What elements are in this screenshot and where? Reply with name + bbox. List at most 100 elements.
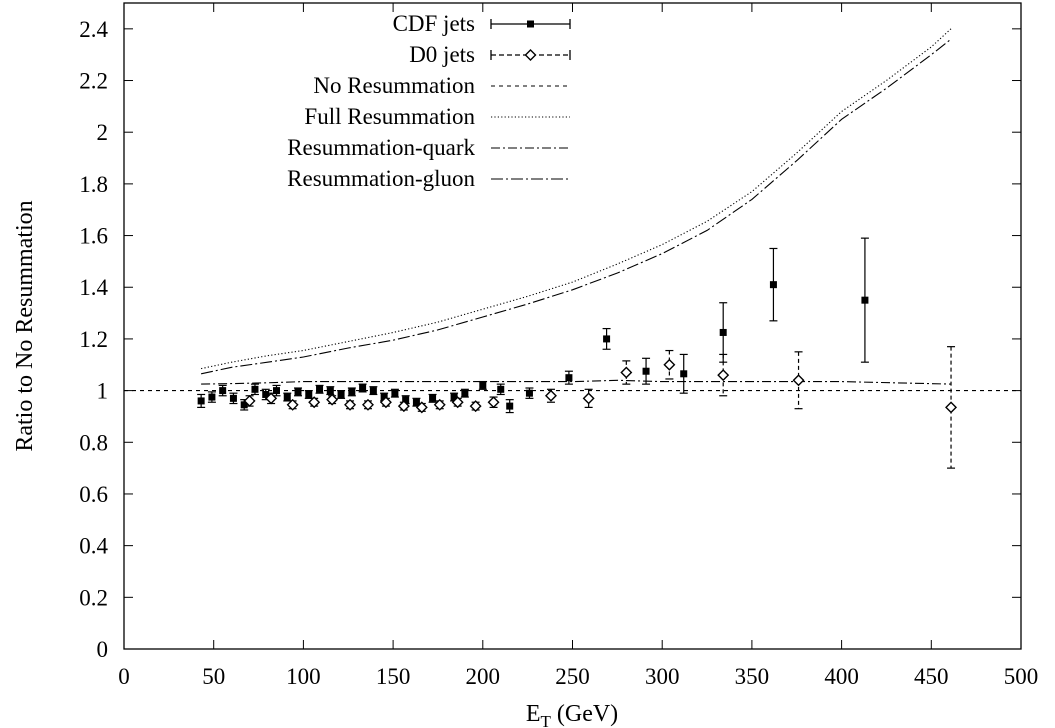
cdf-marker xyxy=(461,389,469,397)
x-tick-label: 200 xyxy=(466,664,501,689)
cdf-marker xyxy=(565,374,573,382)
d0-marker xyxy=(361,398,374,411)
y-tick-label: 1.4 xyxy=(79,275,108,300)
x-axis-label: ET (GeV) xyxy=(526,701,618,728)
cdf-marker xyxy=(402,396,410,404)
y-tick-label: 2.4 xyxy=(79,17,108,42)
legend-label: Resummation-quark xyxy=(287,135,475,160)
cdf-marker xyxy=(497,385,505,393)
plot-frame xyxy=(123,2,1022,650)
y-tick-label: 1.8 xyxy=(79,172,108,197)
d0-marker xyxy=(308,396,321,409)
series-line-3 xyxy=(200,28,952,370)
legend-label: D0 jets xyxy=(409,42,475,67)
cdf-marker xyxy=(450,393,458,401)
d0-marker xyxy=(469,400,482,413)
cdf-marker xyxy=(348,388,356,396)
x-axis-label-main: E xyxy=(526,701,541,727)
legend: CDF jets D0 jets No Resummation Full Resumm… xyxy=(287,11,571,191)
x-tick-label: 450 xyxy=(914,664,949,689)
cdf-marker xyxy=(369,387,377,395)
cdf-marker xyxy=(719,328,727,336)
cdf-marker xyxy=(525,389,533,397)
cdf-marker xyxy=(272,387,280,395)
y-tick-label: 0.8 xyxy=(79,430,108,455)
y-tick-label: 1 xyxy=(97,379,109,404)
cdf-marker xyxy=(326,387,334,395)
d0-marker xyxy=(717,369,730,382)
y-tick-label: 2.2 xyxy=(79,69,108,94)
x-tick-label: 300 xyxy=(645,664,680,689)
x-tick-label: 100 xyxy=(286,664,321,689)
cdf-marker xyxy=(229,394,237,402)
d0-marker xyxy=(433,398,446,411)
y-tick-label: 0.6 xyxy=(79,482,108,507)
series-line-4 xyxy=(201,379,952,385)
cdf-marker xyxy=(251,385,259,393)
d0-marker xyxy=(663,358,676,371)
cdf-marker xyxy=(262,390,270,398)
d0-marker xyxy=(286,398,299,411)
y-tick-label: 0 xyxy=(97,637,109,662)
cdf-marker xyxy=(603,335,611,343)
cdf-marker xyxy=(197,397,205,405)
x-axis-label-unit: (GeV) xyxy=(551,701,618,727)
d0-marker xyxy=(326,393,339,406)
cdf-marker xyxy=(208,393,216,401)
cdf-marker xyxy=(316,385,324,393)
cdf-marker xyxy=(305,390,313,398)
cdf-marker xyxy=(380,393,388,401)
series-points xyxy=(197,237,958,469)
cdf-marker xyxy=(527,20,534,28)
cdf-marker xyxy=(240,401,248,409)
x-tick-label: 0 xyxy=(118,664,130,689)
d0-marker xyxy=(620,366,633,379)
legend-label: No Resummation xyxy=(313,73,475,98)
d0-marker xyxy=(243,394,256,407)
x-tick-label: 400 xyxy=(824,664,859,689)
y-tick-label: 1.6 xyxy=(79,224,108,249)
x-tick-label: 350 xyxy=(735,664,770,689)
d0-marker xyxy=(582,392,595,405)
y-tick-label: 0.2 xyxy=(79,585,108,610)
d0-marker xyxy=(451,396,464,409)
cdf-marker xyxy=(294,388,302,396)
y-axis-label: Ratio to No Resummation xyxy=(12,200,38,451)
d0-marker xyxy=(344,398,357,411)
cdf-marker xyxy=(391,389,399,397)
d0-marker xyxy=(544,389,557,402)
series-lines xyxy=(124,28,1021,392)
series-line-5 xyxy=(200,38,952,375)
cdf-marker xyxy=(337,390,345,398)
cdf-marker xyxy=(412,398,420,406)
cdf-marker xyxy=(359,384,367,392)
cdf-marker xyxy=(506,402,514,410)
x-tick-label: 250 xyxy=(555,664,590,689)
cdf-marker xyxy=(479,381,487,389)
d0-marker xyxy=(397,400,410,413)
cdf-marker xyxy=(861,296,869,304)
cdf-marker xyxy=(642,367,650,375)
d0-marker xyxy=(792,374,805,387)
legend-label: Resummation-gluon xyxy=(287,166,475,191)
d0-marker xyxy=(487,396,500,409)
axis-ticks: 0 50 100 150 200 250 300 350 400 450 500 0 0.2 0.4 0.6… xyxy=(79,3,1038,689)
d0-marker xyxy=(415,401,428,414)
y-tick-label: 2 xyxy=(97,120,109,145)
cdf-marker xyxy=(219,387,227,395)
x-tick-label: 500 xyxy=(1004,664,1039,689)
legend-label: Full Resummation xyxy=(304,104,475,129)
cdf-marker xyxy=(769,281,777,289)
y-tick-label: 1.2 xyxy=(79,327,108,352)
d0-marker xyxy=(265,392,278,405)
cdf-marker xyxy=(680,370,688,378)
cdf-marker xyxy=(429,394,437,402)
x-tick-label: 150 xyxy=(376,664,411,689)
x-axis-label-subscript: T xyxy=(540,712,551,728)
d0-marker xyxy=(945,401,958,414)
x-tick-label: 50 xyxy=(202,664,225,689)
legend-label: CDF jets xyxy=(393,11,475,36)
d0-marker xyxy=(379,396,392,409)
cdf-marker xyxy=(283,393,291,401)
